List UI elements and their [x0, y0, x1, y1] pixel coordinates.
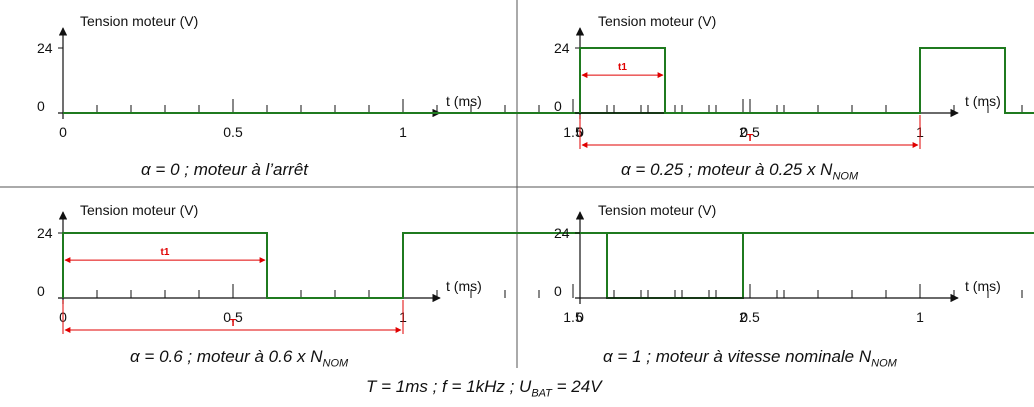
y-axis-label: Tension moteur (V) — [80, 13, 198, 29]
y-tick-label: 0 — [554, 98, 562, 114]
x-tick-label: 1 — [399, 124, 407, 140]
x-axis-label: t (ms) — [965, 93, 1001, 109]
x-tick-label: 1.5 — [563, 124, 583, 140]
x-axis-label: t (ms) — [446, 93, 482, 109]
x-tick-label: 0.5 — [223, 309, 243, 325]
period-label: T — [747, 133, 753, 144]
caption-alpha-1: α = 1 ; moteur à vitesse nominale NNOM — [603, 347, 897, 370]
caption-alpha-0-6: α = 0.6 ; moteur à 0.6 x NNOM — [130, 347, 349, 370]
y-tick-label: 24 — [554, 225, 570, 241]
y-axis-label: Tension moteur (V) — [598, 202, 716, 218]
y-tick-label: 0 — [554, 283, 562, 299]
x-tick-label: 0.5 — [740, 309, 760, 325]
x-tick-label: 0.5 — [740, 124, 760, 140]
x-tick-label: 0 — [576, 309, 584, 325]
x-tick-label: 0.5 — [223, 124, 243, 140]
caption-alpha-0: α = 0 ; moteur à l’arrêt — [141, 160, 309, 179]
signal-line — [62, 232, 811, 299]
signal-line — [579, 47, 1034, 114]
x-tick-label: 1 — [916, 309, 924, 325]
y-tick-label: 24 — [554, 40, 570, 56]
panel-dividers — [0, 0, 1034, 368]
caption-alpha-0-25: α = 0.25 ; moteur à 0.25 x NNOM — [621, 160, 859, 183]
period-label: T — [230, 318, 236, 329]
y-tick-label: 0 — [37, 283, 45, 299]
t1-label: t1 — [618, 62, 627, 73]
x-tick-label: 2 — [739, 124, 747, 140]
chart-panel-alpha-1: Tension moteur (V) t (ms) 24 00 0.5 1 1.5 2 — [554, 202, 1034, 325]
y-tick-label: 24 — [37, 225, 53, 241]
y-axis-label: Tension moteur (V) — [80, 202, 198, 218]
x-tick-label: 0 — [59, 124, 67, 140]
x-tick-label: 2 — [739, 309, 747, 325]
y-axis-label: Tension moteur (V) — [598, 13, 716, 29]
footer-parameters: T = 1ms ; f = 1kHz ; UBAT = 24V — [366, 377, 602, 400]
x-axis-label: t (ms) — [965, 278, 1001, 294]
t1-label: t1 — [161, 247, 170, 258]
x-tick-label: 1.5 — [563, 309, 583, 325]
y-tick-label: 0 — [37, 98, 45, 114]
y-tick-label: 24 — [37, 40, 53, 56]
x-axis-label: t (ms) — [446, 278, 482, 294]
